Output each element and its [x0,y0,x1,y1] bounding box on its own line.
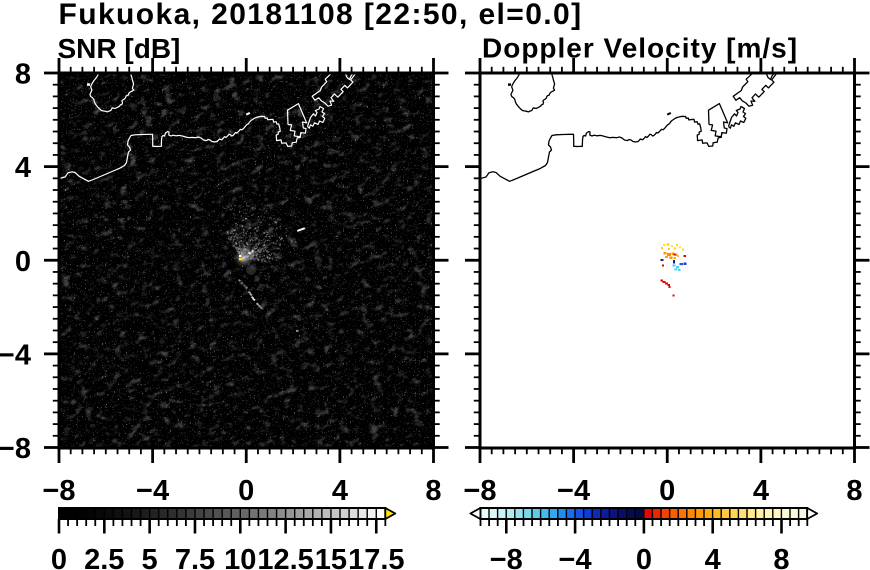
svg-text:0: 0 [15,246,31,278]
svg-text:7.5: 7.5 [175,544,215,570]
svg-text:8: 8 [846,475,862,507]
svg-text:−8: −8 [42,475,75,507]
svg-text:SNR [dB]: SNR [dB] [58,33,181,64]
svg-text:4: 4 [705,544,721,570]
svg-text:0: 0 [51,544,67,570]
svg-text:12.5: 12.5 [257,544,313,570]
svg-text:4: 4 [332,475,348,507]
svg-text:−8: −8 [463,475,496,507]
svg-text:−4: −4 [136,475,169,507]
svg-text:Doppler Velocity [m/s]: Doppler Velocity [m/s] [482,33,798,64]
svg-text:17.5: 17.5 [348,544,404,570]
svg-text:−4: −4 [0,339,31,371]
svg-text:8: 8 [425,475,441,507]
svg-text:5: 5 [142,544,158,570]
svg-text:8: 8 [15,59,31,91]
svg-text:4: 4 [753,475,769,507]
svg-text:0: 0 [659,475,675,507]
svg-text:−8: −8 [0,433,31,465]
svg-text:8: 8 [773,544,789,570]
svg-text:−8: −8 [490,544,523,570]
svg-text:−4: −4 [557,475,590,507]
svg-text:Fukuoka, 20181108 [22:50, el=0: Fukuoka, 20181108 [22:50, el=0.0] [59,0,583,31]
svg-text:15: 15 [315,544,347,570]
svg-text:2.5: 2.5 [84,544,124,570]
svg-text:0: 0 [636,544,652,570]
svg-text:0: 0 [238,475,254,507]
svg-text:4: 4 [15,152,31,184]
svg-text:−4: −4 [559,544,592,570]
svg-text:10: 10 [224,544,256,570]
